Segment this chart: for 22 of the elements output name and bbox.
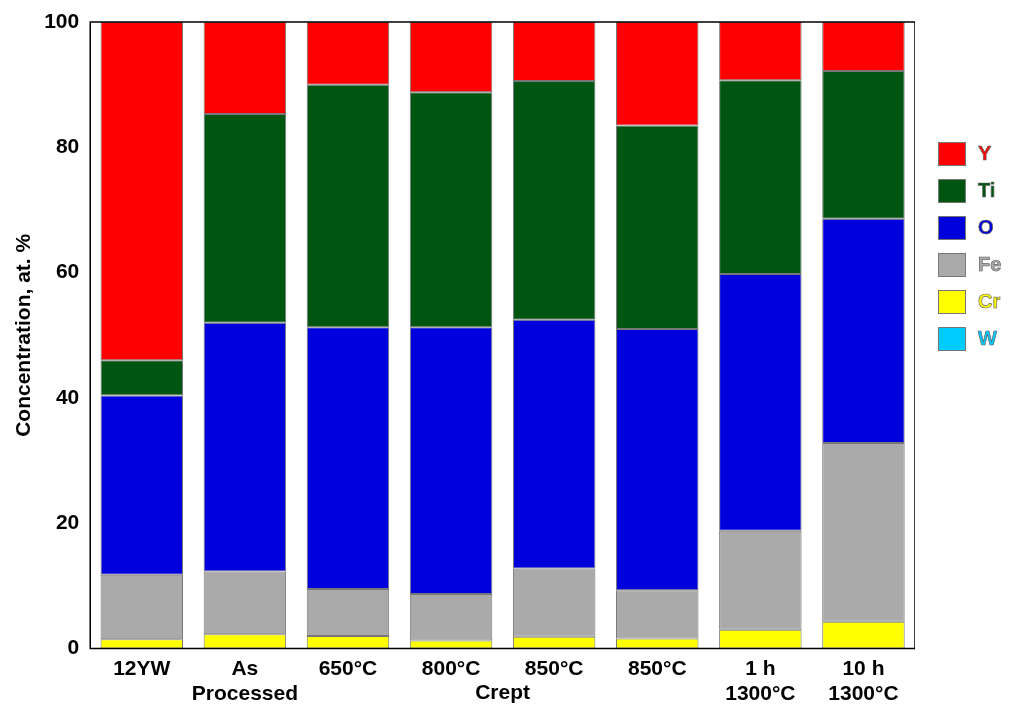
legend-label: Ti bbox=[978, 179, 996, 202]
x-tick-label: As Processed bbox=[191, 656, 298, 705]
y-tick-label: 20 bbox=[55, 510, 80, 534]
x-tick-label: 850°C bbox=[627, 656, 687, 679]
y-axis-title: Concentration, at. % bbox=[11, 233, 35, 437]
y-tick-label: 80 bbox=[55, 134, 80, 158]
legend-label: Cr bbox=[978, 290, 1001, 313]
x-tick-label: 650°C bbox=[318, 656, 378, 679]
x-tick-label: 1 h 1300°C bbox=[725, 656, 796, 705]
x-tick-label: 12YW bbox=[113, 656, 171, 679]
y-tick-label: 0 bbox=[67, 635, 80, 659]
y-tick-label: 60 bbox=[55, 259, 80, 283]
legend-label: Y bbox=[978, 142, 992, 165]
x-tick-label: 800°C bbox=[421, 656, 481, 679]
text: Crept bbox=[475, 679, 531, 703]
legend-label: Fe bbox=[978, 253, 1002, 276]
y-tick-label: 40 bbox=[55, 384, 80, 408]
text: O bbox=[978, 216, 994, 239]
x-tick-label: 10 h 1300°C bbox=[828, 656, 899, 705]
y-tick-label: 100 bbox=[44, 8, 80, 32]
legend-label: W bbox=[978, 327, 997, 350]
x-tick-label: 850°C bbox=[524, 656, 584, 679]
